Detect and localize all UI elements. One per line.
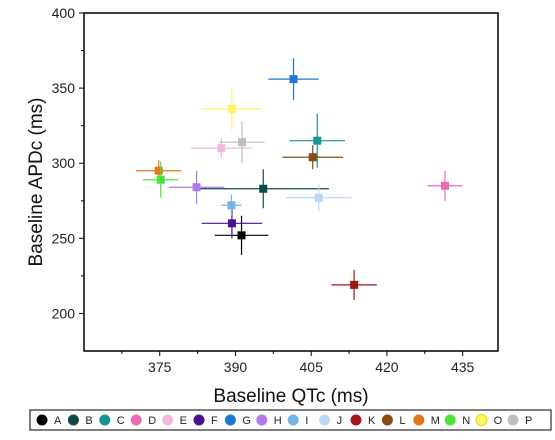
legend-label: A — [54, 415, 62, 427]
axis-ticks: 375 390 405 420 435 200 250 300 350 400 — [52, 5, 475, 375]
series-c — [289, 113, 346, 168]
series-j — [285, 184, 352, 212]
y-tick-label: 200 — [52, 305, 76, 321]
legend-marker — [162, 414, 174, 426]
series-d — [427, 170, 463, 201]
legend-label: G — [242, 415, 251, 427]
series-b — [197, 169, 329, 209]
legend-label: I — [305, 415, 308, 427]
legend-marker — [67, 414, 79, 426]
plot-frame — [83, 12, 499, 352]
data-point — [238, 138, 247, 147]
data-point — [154, 166, 163, 175]
legend: A B C D E F G H I J K L M N O P — [29, 409, 552, 431]
legend-marker — [381, 414, 393, 426]
y-tick-label: 250 — [52, 230, 76, 246]
series-p — [219, 121, 265, 164]
legend-marker — [507, 414, 519, 426]
legend-label: D — [148, 415, 156, 427]
y-tick-label: 300 — [52, 155, 76, 171]
legend-label: O — [494, 415, 503, 427]
legend-label: K — [368, 415, 376, 427]
data-point — [259, 184, 268, 193]
legend-marker — [287, 414, 299, 426]
data-point — [440, 181, 449, 190]
legend-marker — [99, 414, 111, 426]
legend-label: H — [274, 415, 282, 427]
legend-label: E — [180, 415, 187, 427]
legend-marker — [319, 414, 331, 426]
x-tick-label: 420 — [375, 359, 399, 375]
legend-label: M — [431, 415, 440, 427]
y-axis-title: Baseline APDc (ms) — [26, 98, 47, 267]
data-point — [227, 201, 236, 210]
y-tick-label: 350 — [52, 80, 76, 96]
legend-label: P — [525, 415, 532, 427]
series-h — [168, 170, 225, 204]
legend-marker — [350, 414, 362, 426]
series-n — [143, 161, 179, 198]
data-point — [289, 75, 298, 84]
data-point — [192, 183, 201, 192]
data-point — [350, 280, 359, 289]
legend-label: F — [211, 415, 218, 427]
x-tick-label: 375 — [148, 359, 172, 375]
series-l — [282, 145, 344, 170]
x-tick-label: 390 — [224, 359, 248, 375]
legend-marker — [444, 414, 456, 426]
series-o — [201, 88, 263, 131]
legend-marker — [413, 414, 425, 426]
legend-label: B — [85, 415, 92, 427]
legend-marker — [475, 414, 488, 426]
data-point — [217, 144, 226, 153]
data-point — [227, 105, 236, 114]
data-point — [314, 193, 323, 202]
legend-label: L — [399, 415, 405, 427]
series-k — [331, 269, 377, 300]
legend-marker — [130, 414, 142, 426]
legend-label: J — [337, 415, 343, 427]
y-tick-label: 400 — [52, 5, 76, 21]
data-point — [308, 153, 317, 162]
data-point — [237, 231, 246, 240]
data-point — [313, 136, 322, 145]
series-i — [221, 194, 242, 216]
legend-marker — [36, 414, 48, 426]
x-tick-label: 435 — [451, 359, 475, 375]
legend-marker — [193, 414, 205, 426]
data-point — [227, 219, 236, 228]
x-tick-label: 405 — [300, 359, 324, 375]
legend-marker — [256, 414, 268, 426]
legend-marker — [224, 414, 236, 426]
series-g — [268, 58, 319, 101]
data-point — [156, 175, 165, 184]
data-marks — [136, 58, 463, 300]
x-axis-title: Baseline QTc (ms) — [213, 386, 368, 407]
legend-label: C — [117, 415, 125, 427]
legend-label: N — [462, 415, 470, 427]
series-a — [214, 215, 269, 255]
